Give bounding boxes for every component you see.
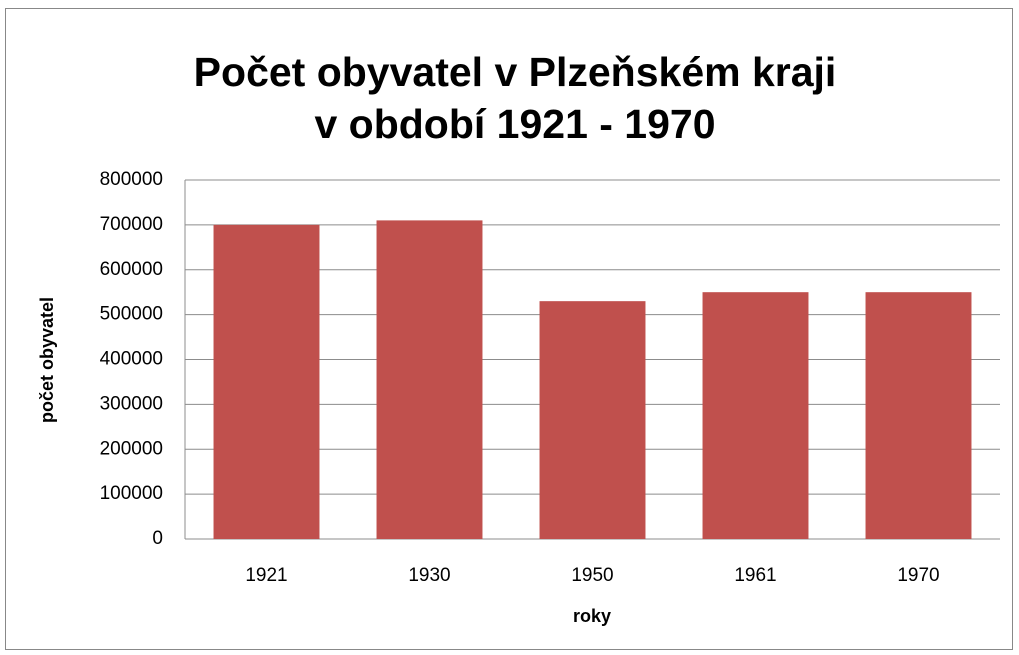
y-tick-label: 800000: [100, 169, 163, 190]
bar: [376, 220, 483, 539]
y-tick-label: 300000: [100, 393, 163, 414]
bar: [539, 301, 646, 539]
x-tick-label: 1930: [408, 565, 450, 586]
y-tick-label: 600000: [100, 259, 163, 280]
y-tick-label: 0: [152, 528, 163, 549]
chart-title: v období 1921 - 1970: [314, 101, 715, 147]
x-tick-label: 1970: [897, 565, 939, 586]
bar: [865, 292, 972, 539]
bar: [702, 292, 809, 539]
y-tick-label: 500000: [100, 304, 163, 325]
bar: [213, 224, 320, 539]
chart-title: Počet obyvatel v Plzeňském kraji: [194, 49, 837, 95]
x-axis-title: roky: [573, 606, 611, 626]
x-tick-label: 1921: [245, 565, 287, 586]
x-tick-label: 1950: [571, 565, 613, 586]
x-tick-label: 1961: [734, 565, 776, 586]
y-tick-label: 700000: [100, 214, 163, 235]
y-tick-label: 400000: [100, 349, 163, 370]
y-tick-label: 200000: [100, 438, 163, 459]
y-axis-title: počet obyvatel: [37, 297, 57, 423]
y-tick-label: 100000: [100, 483, 163, 504]
chart-border: [5, 8, 1013, 650]
